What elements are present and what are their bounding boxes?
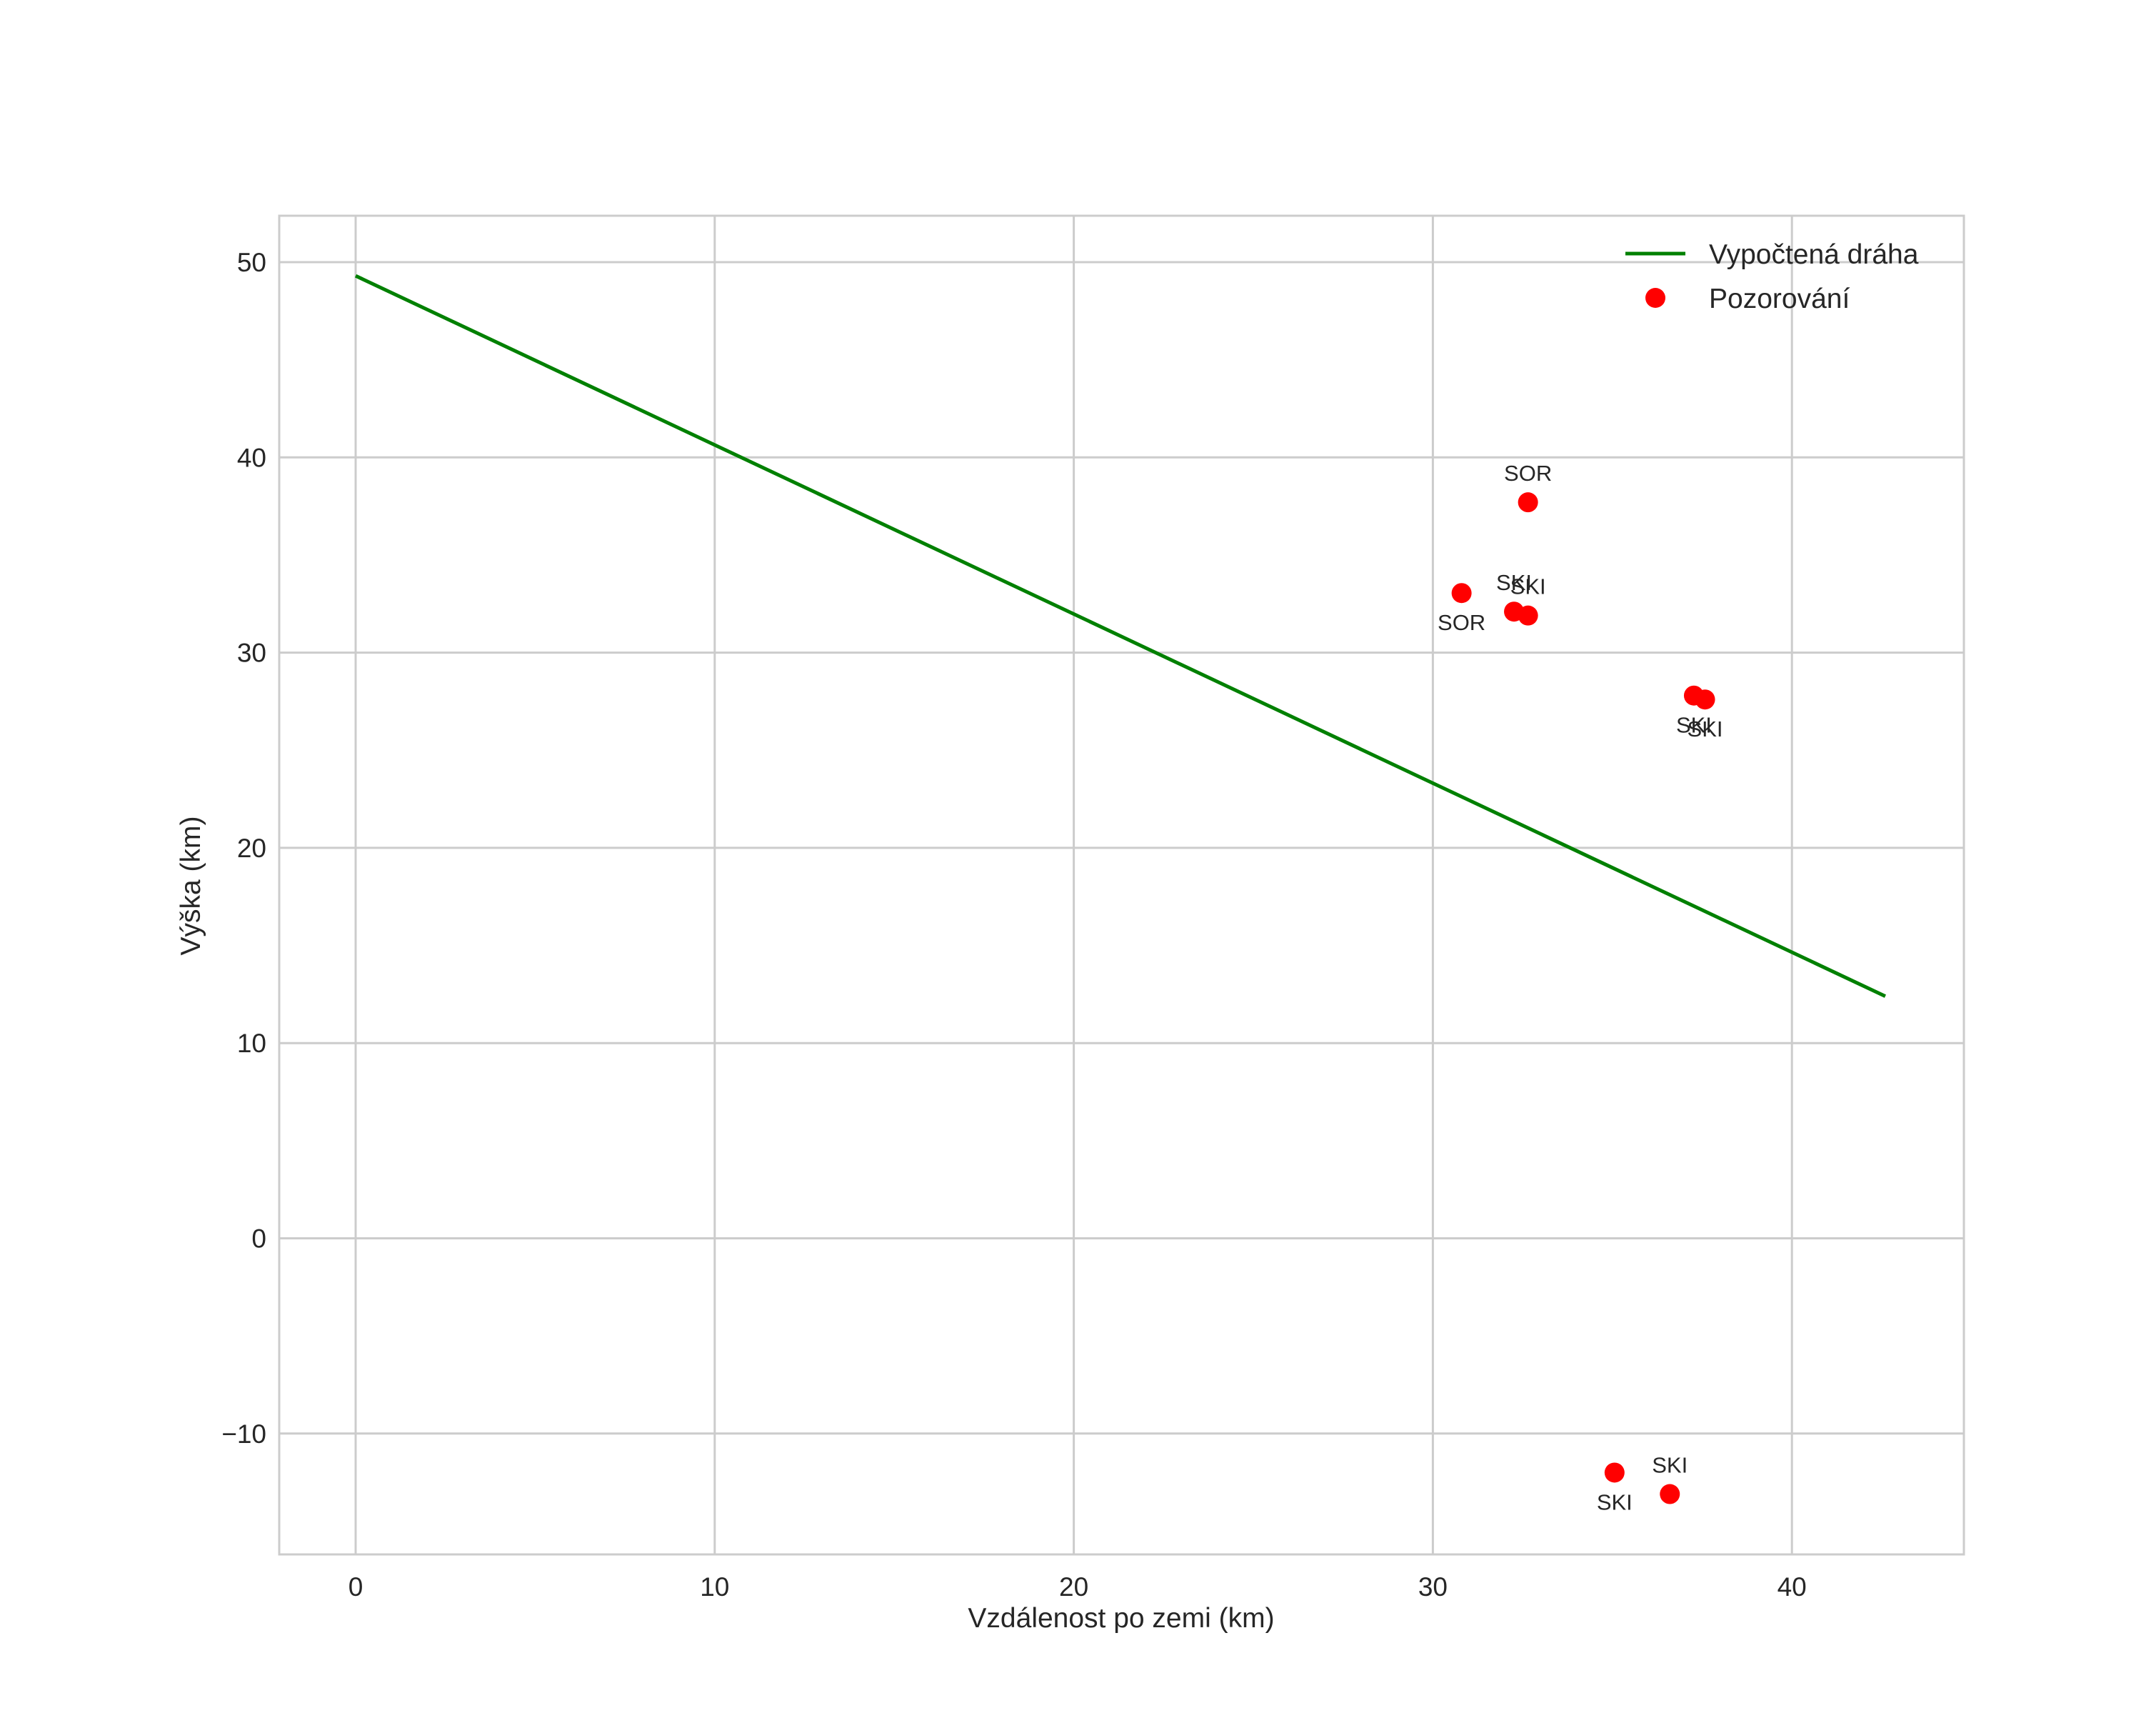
plot-frame xyxy=(278,214,1965,1556)
y-tick-label: 50 xyxy=(237,248,266,277)
legend: Vypočtená dráha Pozorování xyxy=(1625,239,1919,314)
x-tick-label: 30 xyxy=(1418,1572,1448,1602)
observation-point xyxy=(1518,605,1538,626)
observation-point xyxy=(1518,492,1538,513)
point-label: SOR xyxy=(1438,610,1485,635)
point-label: SKI xyxy=(1676,713,1712,738)
legend-dot-icon xyxy=(1645,288,1665,308)
y-tick-label: −10 xyxy=(221,1419,266,1449)
y-tick-label: 30 xyxy=(237,639,266,668)
point-label: SKI xyxy=(1510,574,1546,599)
point-label: SKI xyxy=(1688,716,1723,741)
y-axis-ticks: −10 0 10 20 30 40 50 xyxy=(221,248,266,1449)
y-axis-label: Výška (km) xyxy=(176,816,206,956)
x-axis-label: Vzdálenost po zemi (km) xyxy=(968,1603,1274,1634)
y-tick-label: 20 xyxy=(237,834,266,863)
point-label: SKI xyxy=(1597,1489,1633,1514)
x-tick-label: 10 xyxy=(700,1572,729,1602)
y-tick-label: 10 xyxy=(237,1029,266,1058)
x-tick-label: 40 xyxy=(1778,1572,1807,1602)
point-label: SOR xyxy=(1504,461,1552,486)
point-label: SKI xyxy=(1496,570,1532,595)
observation-point xyxy=(1451,583,1472,604)
computed-trajectory-line xyxy=(354,274,1886,998)
observation-point xyxy=(1604,1462,1625,1483)
point-label: SKI xyxy=(1652,1453,1688,1478)
x-tick-label: 0 xyxy=(349,1572,363,1602)
x-tick-label: 20 xyxy=(1059,1572,1088,1602)
observation-point xyxy=(1695,689,1715,710)
y-tick-label: 0 xyxy=(251,1224,266,1254)
trajectory-line xyxy=(354,274,1886,998)
legend-label-observations: Pozorování xyxy=(1709,284,1850,314)
grid-lines xyxy=(279,216,1964,1554)
observation-point xyxy=(1660,1484,1680,1504)
x-axis-ticks: 0 10 20 30 40 xyxy=(349,1572,1807,1602)
legend-label-trajectory: Vypočtená dráha xyxy=(1709,239,1919,270)
y-tick-label: 40 xyxy=(237,443,266,472)
